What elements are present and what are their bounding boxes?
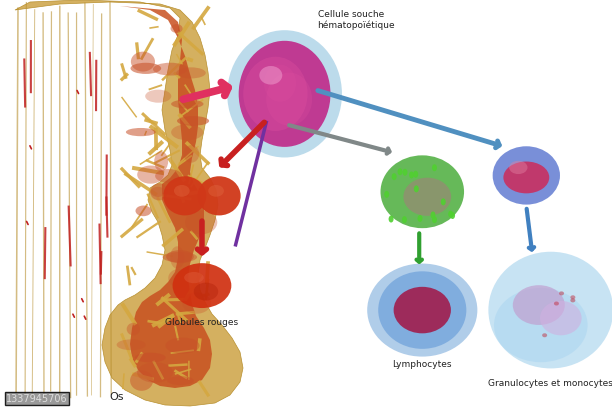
Ellipse shape [167,376,194,385]
Ellipse shape [414,185,419,192]
Text: Lymphocytes: Lymphocytes [392,361,452,370]
Ellipse shape [151,187,165,197]
Ellipse shape [378,271,466,349]
Ellipse shape [244,57,308,131]
Ellipse shape [239,41,330,147]
Text: Os: Os [109,392,124,402]
Ellipse shape [570,295,575,299]
Ellipse shape [155,169,182,183]
Ellipse shape [409,171,414,178]
Ellipse shape [398,168,403,175]
Text: Granulocytes et monocytes: Granulocytes et monocytes [488,379,612,388]
Ellipse shape [402,216,407,223]
Ellipse shape [417,215,422,222]
Ellipse shape [394,287,451,333]
Ellipse shape [413,171,418,178]
Ellipse shape [392,173,397,180]
Ellipse shape [135,353,166,362]
Ellipse shape [554,302,559,306]
Ellipse shape [177,116,209,126]
Ellipse shape [432,216,437,223]
Ellipse shape [151,183,168,200]
Text: 1337945706: 1337945706 [6,394,68,404]
Ellipse shape [171,124,203,140]
Ellipse shape [441,198,446,205]
Ellipse shape [430,211,436,218]
Ellipse shape [165,337,200,354]
Ellipse shape [432,164,437,171]
Ellipse shape [130,63,161,74]
Ellipse shape [448,211,453,217]
Ellipse shape [174,185,190,197]
Ellipse shape [126,128,155,136]
Ellipse shape [135,206,151,216]
Ellipse shape [542,333,547,337]
Ellipse shape [170,246,184,269]
Ellipse shape [208,185,224,197]
Ellipse shape [154,151,168,171]
Ellipse shape [494,288,588,362]
Ellipse shape [184,272,204,283]
Ellipse shape [259,66,282,84]
Ellipse shape [194,283,218,301]
Text: Globules rouges: Globules rouges [165,317,239,326]
Ellipse shape [182,292,211,314]
Ellipse shape [367,264,477,357]
Ellipse shape [163,176,206,215]
Ellipse shape [384,191,389,198]
Ellipse shape [173,263,231,308]
Ellipse shape [559,291,564,295]
Ellipse shape [171,100,204,109]
Ellipse shape [540,301,581,335]
Ellipse shape [503,162,550,193]
Ellipse shape [403,169,408,176]
Ellipse shape [381,155,464,228]
Ellipse shape [137,166,164,184]
Ellipse shape [166,250,194,263]
Ellipse shape [137,362,173,383]
Ellipse shape [509,161,528,174]
Ellipse shape [513,285,565,325]
Ellipse shape [176,67,206,78]
Ellipse shape [403,178,451,216]
Ellipse shape [570,298,575,302]
Ellipse shape [488,252,612,368]
Ellipse shape [153,63,188,75]
Ellipse shape [127,323,140,335]
Polygon shape [120,6,212,388]
Ellipse shape [227,30,342,157]
Ellipse shape [450,212,455,219]
Ellipse shape [493,146,560,205]
Ellipse shape [198,176,241,215]
Ellipse shape [117,339,146,350]
Ellipse shape [145,90,171,103]
Ellipse shape [184,145,200,163]
Ellipse shape [131,52,155,71]
Ellipse shape [171,24,182,33]
Polygon shape [15,0,243,406]
Ellipse shape [130,370,153,391]
Ellipse shape [389,215,394,222]
Ellipse shape [266,73,312,126]
Ellipse shape [163,252,197,262]
Ellipse shape [264,64,296,102]
Text: Cellule souche
hématopoïétique: Cellule souche hématopoïétique [318,10,395,30]
Ellipse shape [185,211,217,234]
Ellipse shape [168,269,190,287]
